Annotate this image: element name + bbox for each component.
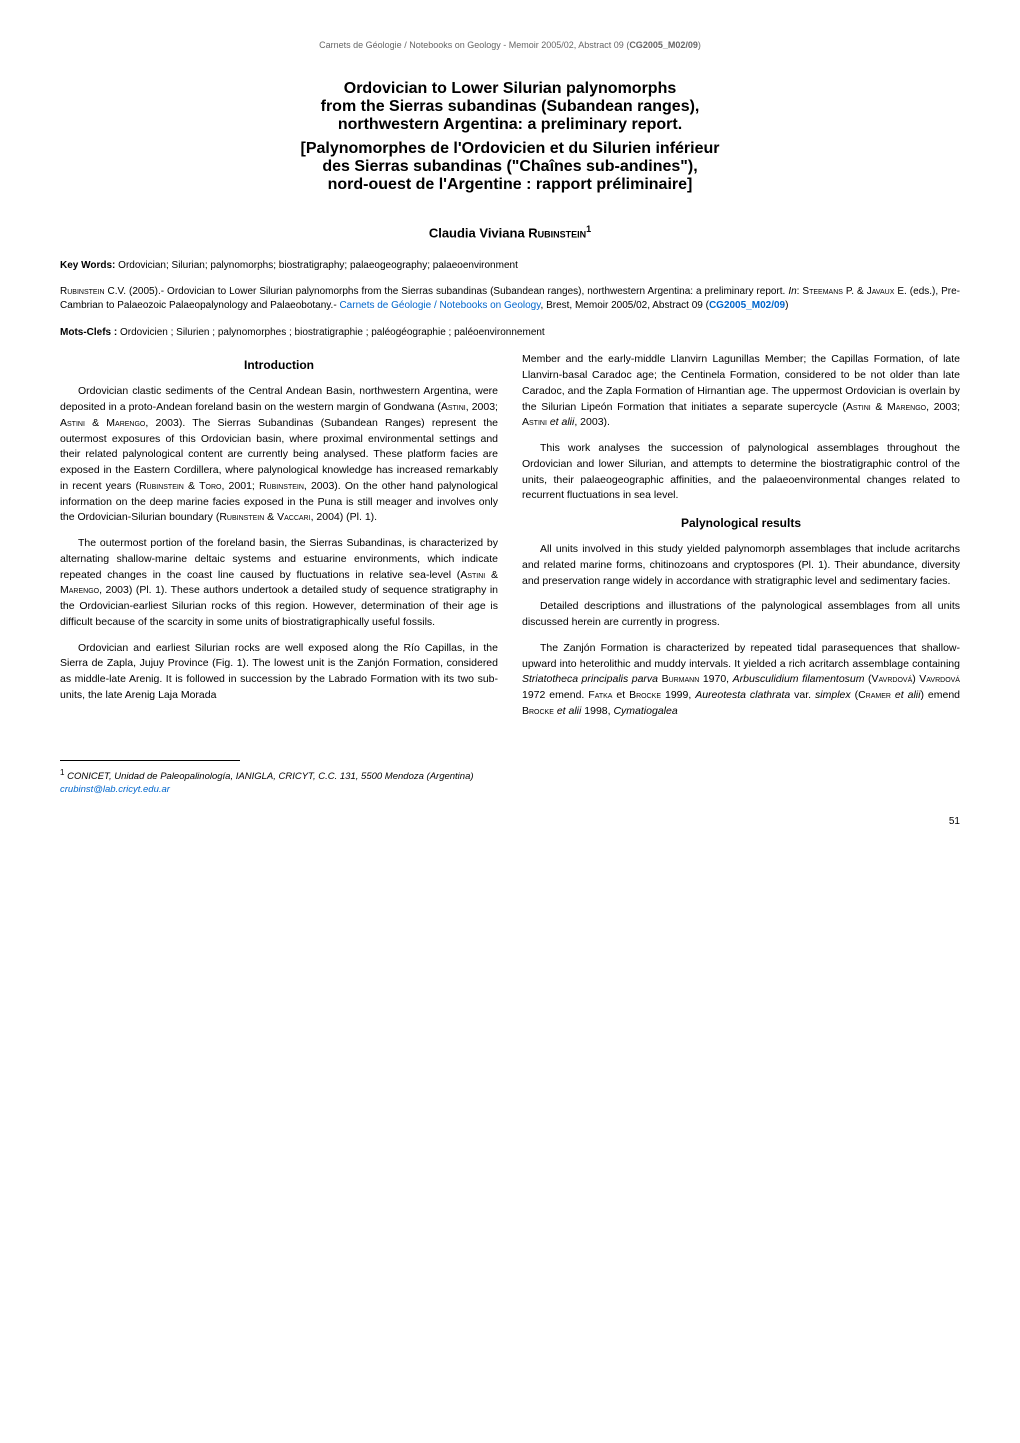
abstract-code-link[interactable]: CG2005_M02/09 (709, 300, 785, 311)
title-english: Ordovician to Lower Silurian palynomorph… (60, 80, 960, 134)
title-french: [Palynomorphes de l'Ordovicien et du Sil… (60, 140, 960, 194)
citation-block: Rubinstein C.V. (2005).- Ordovician to L… (60, 285, 960, 313)
body-paragraph: Member and the early-middle Llanvirn Lag… (522, 352, 960, 431)
body-paragraph: All units involved in this study yielded… (522, 542, 960, 589)
section-heading-results: Palynological results (522, 514, 960, 532)
right-column: Member and the early-middle Llanvirn Lag… (522, 352, 960, 729)
keywords-french: Mots-Clefs : Ordovicien ; Silurien ; pal… (60, 327, 960, 338)
left-column: Introduction Ordovician clastic sediment… (60, 352, 498, 729)
journal-link[interactable]: Carnets de Géologie / Notebooks on Geolo… (339, 300, 540, 311)
body-paragraph: The Zanjón Formation is characterized by… (522, 641, 960, 720)
keywords-english: Key Words: Ordovician; Silurian; palynom… (60, 260, 960, 271)
body-paragraph: The outermost portion of the foreland ba… (60, 536, 498, 631)
footnote-separator (60, 760, 240, 761)
footnote: 1 CONICET, Unidad de Paleopalinología, I… (60, 767, 960, 797)
body-paragraph: Ordovician clastic sediments of the Cent… (60, 384, 498, 526)
footnote-email-link[interactable]: crubinst@lab.cricyt.edu.ar (60, 784, 170, 795)
two-column-body: Introduction Ordovician clastic sediment… (60, 352, 960, 729)
body-paragraph: Ordovician and earliest Silurian rocks a… (60, 641, 498, 704)
running-header: Carnets de Géologie / Notebooks on Geolo… (60, 40, 960, 50)
page-number: 51 (60, 816, 960, 827)
section-heading-introduction: Introduction (60, 356, 498, 374)
body-paragraph: This work analyses the succession of pal… (522, 441, 960, 504)
body-paragraph: Detailed descriptions and illustrations … (522, 599, 960, 631)
author-line: Claudia Viviana Rubinstein1 (60, 224, 960, 240)
